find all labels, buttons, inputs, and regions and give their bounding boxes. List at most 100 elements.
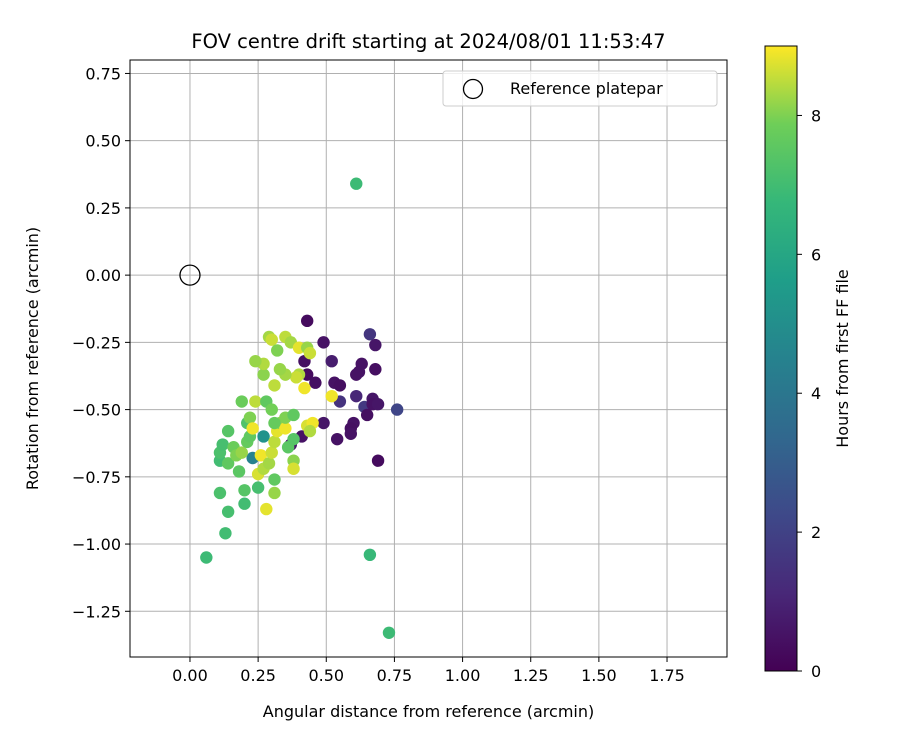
data-point [268, 379, 281, 392]
x-tick-label: 1.25 [513, 666, 549, 685]
x-tick-label: 0.25 [240, 666, 276, 685]
grid-lines [130, 60, 727, 657]
data-point [303, 424, 317, 438]
data-point [213, 486, 227, 500]
legend-box [442, 70, 718, 107]
data-point [268, 416, 281, 430]
data-point [333, 379, 347, 392]
y-tick-label: −0.50 [72, 401, 121, 420]
y-tick-label: 0.25 [85, 199, 121, 218]
data-point [363, 548, 377, 562]
y-tick-label: 0.50 [85, 132, 121, 151]
legend-marker-icon [462, 78, 484, 100]
plot-frame [129, 59, 728, 658]
colorbar-tick-label: 2 [811, 523, 821, 542]
y-tick-label: −1.00 [72, 535, 121, 554]
legend: Reference platepar [442, 70, 718, 107]
legend-label: Reference platepar [510, 79, 663, 98]
reference-point-marker [179, 264, 201, 286]
data-point [235, 395, 248, 408]
y-tick-label: −1.25 [72, 602, 121, 621]
colorbar-tick-label: 0 [811, 662, 821, 681]
data-point [287, 408, 300, 422]
data-point [330, 432, 344, 446]
y-tick-label: −0.75 [72, 468, 121, 487]
data-point [249, 354, 262, 368]
data-point [309, 376, 322, 389]
data-point [238, 484, 251, 497]
data-point [221, 424, 235, 438]
data-point [257, 430, 270, 443]
data-point [325, 389, 338, 403]
x-tick-label: 1.50 [581, 666, 617, 685]
chart-title: FOV centre drift starting at 2024/08/01 … [191, 30, 665, 53]
data-point [352, 365, 366, 379]
colorbar-ticks: 0 2 4 6 8 [797, 106, 821, 681]
data-point [273, 363, 287, 376]
data-point [200, 551, 213, 564]
reference-marker [179, 264, 201, 286]
data-point [290, 371, 303, 384]
x-tick-label: 1.75 [649, 666, 685, 685]
data-point [344, 427, 358, 440]
data-point [350, 177, 363, 190]
x-tick-label: 0.00 [172, 666, 208, 685]
data-point [246, 422, 259, 435]
colorbar-tick-label: 4 [811, 384, 821, 403]
colorbar: 0 2 4 6 8 Hours from first FF file [764, 45, 852, 681]
data-point [238, 497, 251, 510]
data-point [243, 411, 257, 424]
data-point [303, 346, 317, 360]
x-axis-label: Angular distance from reference (arcmin) [263, 702, 594, 721]
data-point [287, 462, 300, 475]
data-point [287, 432, 300, 446]
colorbar-tick-label: 8 [811, 106, 821, 125]
data-point [363, 328, 377, 341]
data-point [390, 403, 404, 416]
x-axis-ticks: 0.00 0.25 0.50 0.75 1.00 1.25 1.50 1.75 [172, 657, 685, 685]
data-point [219, 527, 232, 540]
colorbar-gradient [764, 45, 798, 672]
data-point [235, 446, 248, 459]
data-point [369, 363, 382, 376]
data-point [279, 422, 292, 435]
data-point [360, 408, 374, 422]
data-point [382, 626, 396, 639]
data-point [317, 336, 330, 349]
data-point [371, 398, 385, 411]
data-point [300, 314, 314, 328]
data-point [369, 338, 382, 352]
y-tick-label: 0.75 [85, 64, 121, 83]
data-point [251, 481, 265, 494]
data-point [271, 344, 284, 357]
data-point [268, 486, 281, 500]
x-tick-label: 1.00 [445, 666, 481, 685]
data-point [254, 449, 268, 462]
data-point [262, 457, 276, 470]
colorbar-label: Hours from first FF file [833, 269, 852, 448]
data-point [371, 454, 385, 467]
colorbar-tick-label: 6 [811, 245, 821, 264]
y-axis-label: Rotation from reference (arcmin) [23, 227, 42, 490]
data-point [317, 416, 330, 430]
data-point [350, 389, 363, 403]
data-point [265, 403, 278, 416]
data-point [221, 505, 235, 518]
data-point [249, 395, 262, 408]
data-point [257, 368, 270, 381]
data-point [265, 446, 278, 459]
data-point [325, 354, 338, 368]
data-point [268, 435, 281, 449]
data-points [200, 177, 404, 639]
data-point [260, 502, 273, 516]
data-point [221, 457, 235, 470]
y-axis-ticks: 0.75 0.50 0.25 0.00 −0.25 −0.50 −0.75 −1.00 −1.2… [72, 64, 130, 621]
data-point [268, 473, 281, 486]
data-point [232, 465, 246, 478]
data-point [265, 333, 278, 346]
x-tick-label: 0.75 [377, 666, 413, 685]
y-tick-label: −0.25 [72, 333, 121, 352]
y-tick-label: 0.00 [85, 266, 121, 285]
data-point [216, 438, 229, 451]
